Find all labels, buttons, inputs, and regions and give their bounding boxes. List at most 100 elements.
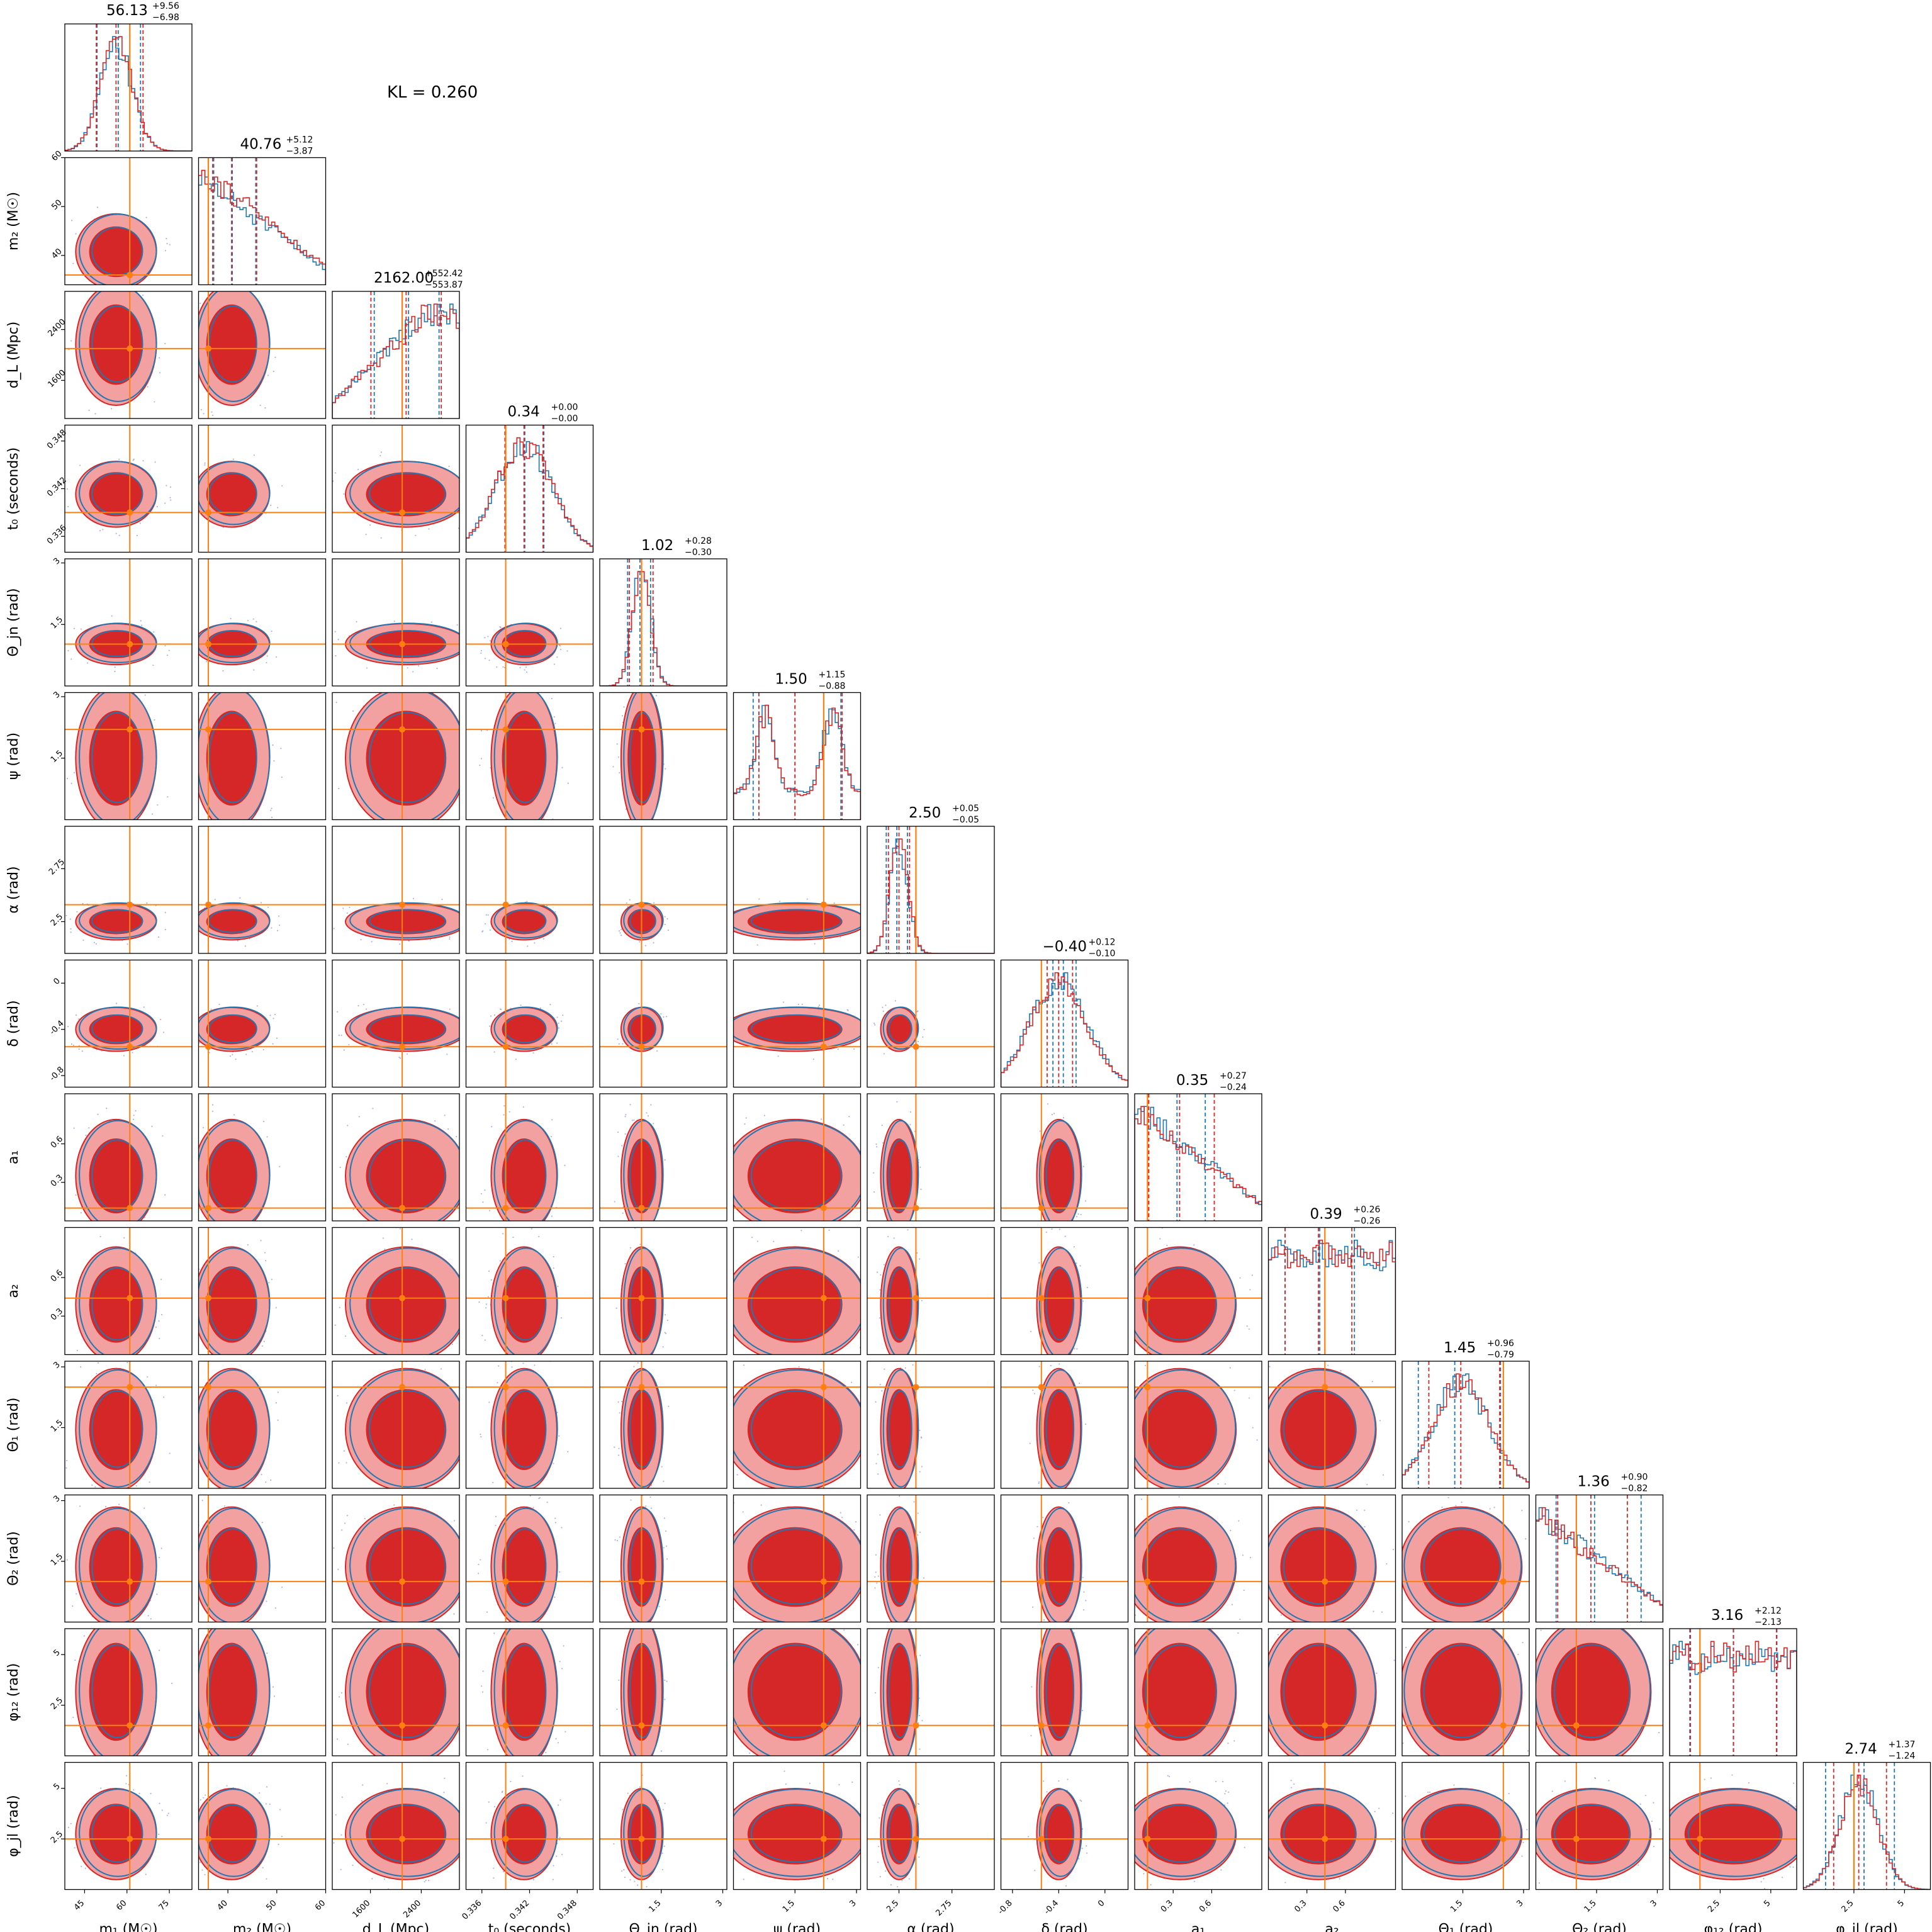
contour-reference bbox=[1423, 1644, 1502, 1739]
contour-reference bbox=[349, 1789, 459, 1877]
contour-reference bbox=[349, 692, 459, 820]
contour-reference bbox=[1135, 1507, 1237, 1622]
contour-reference bbox=[1038, 1369, 1082, 1488]
quantile-plus: +0.26 bbox=[1354, 1205, 1381, 1215]
contour-reference bbox=[1554, 1804, 1631, 1863]
truth-point bbox=[205, 1722, 212, 1729]
truth-point bbox=[502, 1043, 509, 1050]
truth-point bbox=[502, 641, 509, 648]
quantile-title: 1.36 bbox=[1578, 1474, 1610, 1490]
histogram-panel-4 bbox=[465, 424, 594, 553]
contour-reference bbox=[1283, 1390, 1357, 1468]
contour-panel-4-1 bbox=[64, 424, 193, 553]
truth-point bbox=[126, 271, 133, 278]
y-axis-label: Θ₂ (rad) bbox=[6, 1531, 21, 1586]
quantile-plus: +1.37 bbox=[1889, 1740, 1916, 1750]
contour-panel-6-3 bbox=[332, 692, 460, 821]
y-axis-label: φ₁₂ (rad) bbox=[6, 1663, 21, 1722]
contour-panel-11-9 bbox=[1134, 1361, 1262, 1489]
contour-reference bbox=[349, 1507, 459, 1622]
truth-point bbox=[820, 1295, 827, 1301]
contour-reference bbox=[198, 1120, 271, 1221]
truth-point bbox=[399, 1205, 406, 1211]
truth-point bbox=[205, 1836, 212, 1843]
contour-panel-8-7 bbox=[867, 959, 995, 1088]
histogram-panel-14 bbox=[1802, 1761, 1931, 1890]
contour-panel-6-2 bbox=[198, 692, 327, 821]
contour-reference bbox=[91, 472, 143, 515]
truth-point bbox=[1038, 1384, 1045, 1391]
contour-inner bbox=[1043, 1643, 1074, 1741]
y-axis-label: t₀ (seconds) bbox=[6, 447, 21, 531]
contour-panel-9-3 bbox=[332, 1093, 460, 1222]
y-axis-label: ψ (rad) bbox=[6, 733, 21, 780]
contour-reference bbox=[503, 1644, 547, 1739]
contour-panel-11-4 bbox=[465, 1361, 594, 1489]
contour-panel-12-5 bbox=[599, 1494, 727, 1623]
truth-point bbox=[638, 1043, 645, 1050]
contour-inner bbox=[1043, 1389, 1074, 1471]
contour-panel-9-5 bbox=[599, 1093, 727, 1222]
contour-reference bbox=[750, 1644, 842, 1739]
histogram-step-line bbox=[466, 437, 593, 553]
contour-panel-9-2 bbox=[198, 1093, 327, 1222]
contour-reference bbox=[79, 1789, 157, 1877]
contour-panel-5-4 bbox=[465, 558, 594, 687]
contour-panel-12-2 bbox=[198, 1494, 327, 1623]
contour-reference bbox=[882, 1006, 919, 1050]
contour-reference bbox=[503, 1139, 547, 1211]
contour-reference bbox=[1403, 1507, 1522, 1622]
contour-reference bbox=[91, 1528, 143, 1605]
contour-panel-5-3 bbox=[332, 558, 460, 687]
contour-reference bbox=[91, 1139, 143, 1211]
contour-reference bbox=[750, 909, 842, 933]
contour-panel-13-1 bbox=[64, 1628, 193, 1756]
contour-reference bbox=[349, 461, 459, 525]
y-axis-label: Θ_jn (rad) bbox=[6, 588, 21, 656]
contour-reference bbox=[503, 712, 547, 804]
contour-reference bbox=[629, 1014, 656, 1043]
contour-panel-3-1 bbox=[64, 291, 193, 419]
contour-reference bbox=[733, 1789, 861, 1877]
contour-inner bbox=[1043, 1804, 1074, 1865]
contour-reference bbox=[349, 902, 459, 939]
contour-panel-13-5 bbox=[599, 1628, 727, 1756]
truth-point bbox=[126, 1043, 133, 1050]
quantile-title: 0.39 bbox=[1310, 1206, 1342, 1223]
truth-point bbox=[1038, 1295, 1045, 1301]
truth-point bbox=[1500, 1722, 1507, 1729]
contour-reference bbox=[733, 1507, 861, 1622]
truth-point bbox=[399, 1295, 406, 1301]
quantile-minus: −553.87 bbox=[425, 280, 463, 290]
contour-reference bbox=[888, 1267, 913, 1341]
contour-reference bbox=[750, 1804, 842, 1863]
contour-panel-10-5 bbox=[599, 1227, 727, 1356]
quantile-title: 0.34 bbox=[508, 404, 540, 420]
histogram-panel-5 bbox=[599, 558, 727, 687]
truth-point bbox=[1573, 1722, 1580, 1729]
contour-reference bbox=[623, 1789, 664, 1877]
contour-reference bbox=[888, 1804, 913, 1863]
contour-panel-14-13 bbox=[1669, 1761, 1797, 1890]
contour-panel-10-1 bbox=[64, 1227, 193, 1356]
contour-reference bbox=[198, 1507, 271, 1622]
histogram-panel-10 bbox=[1267, 1227, 1396, 1356]
contour-reference bbox=[1536, 1629, 1651, 1756]
truth-point bbox=[399, 901, 406, 908]
contour-reference bbox=[198, 1006, 271, 1050]
contour-reference bbox=[1268, 1369, 1376, 1488]
truth-point bbox=[205, 1043, 212, 1050]
contour-panel-11-2 bbox=[198, 1361, 327, 1489]
quantile-plus: +0.96 bbox=[1487, 1339, 1514, 1349]
truth-point bbox=[638, 901, 645, 908]
contour-reference bbox=[1145, 1390, 1217, 1468]
truth-point bbox=[1322, 1578, 1328, 1585]
contour-reference bbox=[493, 902, 558, 939]
y-axis-label: a₁ bbox=[6, 1150, 21, 1164]
truth-point bbox=[1322, 1836, 1328, 1843]
contour-reference bbox=[91, 1014, 143, 1043]
contour-panel-9-6 bbox=[733, 1093, 862, 1222]
contour-reference bbox=[1038, 1789, 1082, 1877]
contour-panel-8-6 bbox=[733, 959, 862, 1088]
